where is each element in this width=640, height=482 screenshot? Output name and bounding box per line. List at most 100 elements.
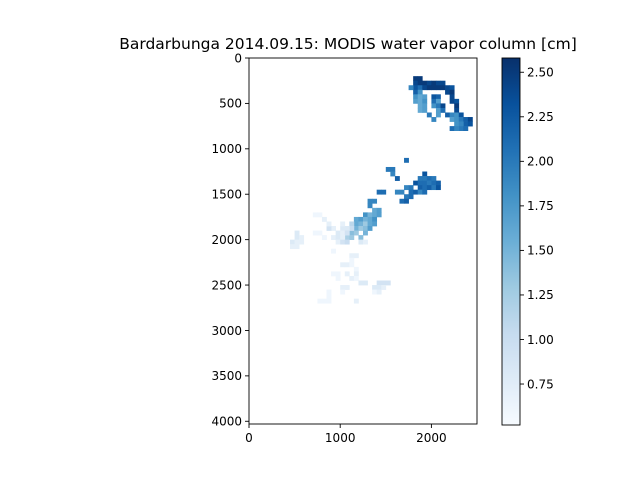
heatmap-cell-191 bbox=[372, 289, 378, 295]
heatmap-cell-151 bbox=[321, 216, 327, 222]
heatmap-cell-35 bbox=[454, 98, 460, 104]
heatmap-cell-195 bbox=[317, 298, 323, 304]
heatmap-cell-97 bbox=[381, 189, 387, 195]
heatmap-cell-89 bbox=[408, 185, 414, 191]
x-tick-label-2: 2000 bbox=[416, 431, 447, 445]
heatmap-cell-13 bbox=[431, 85, 437, 91]
heatmap-cell-134 bbox=[344, 226, 350, 231]
heatmap-cell-141 bbox=[331, 235, 336, 240]
heatmap-cell-17 bbox=[449, 85, 455, 91]
colorbar-tick-label-3: 1.50 bbox=[527, 244, 554, 258]
heatmap-cell-125 bbox=[349, 230, 355, 236]
heatmap-cell-96 bbox=[376, 189, 382, 195]
heatmap-cell-52 bbox=[458, 112, 464, 118]
heatmap-cell-16 bbox=[445, 85, 450, 91]
heatmap-cell-50 bbox=[449, 112, 455, 118]
heatmap-cell-178 bbox=[353, 275, 359, 281]
heatmap-cell-74 bbox=[422, 176, 428, 181]
heatmap-cell-72 bbox=[422, 171, 428, 177]
heatmap-cell-19 bbox=[413, 89, 419, 95]
heatmap-cell-127 bbox=[363, 230, 368, 236]
heatmap-cell-172 bbox=[344, 271, 350, 277]
heatmap-cell-185 bbox=[376, 280, 382, 286]
heatmap-cell-126 bbox=[353, 230, 359, 236]
heatmap-cell-164 bbox=[331, 248, 336, 254]
heatmap-cell-110 bbox=[376, 212, 382, 218]
heatmap-cell-113 bbox=[363, 216, 368, 222]
heatmap-cell-193 bbox=[321, 298, 327, 304]
heatmap-cell-12 bbox=[426, 85, 432, 91]
heatmap-cell-62 bbox=[458, 121, 464, 127]
heatmap-cell-7 bbox=[435, 80, 441, 86]
chart-title: Bardarbunga 2014.09.15: MODIS water vapo… bbox=[119, 35, 577, 53]
heatmap-cell-30 bbox=[435, 94, 441, 100]
heatmap-cell-183 bbox=[340, 289, 346, 295]
heatmap-cell-26 bbox=[413, 98, 419, 104]
y-tick-label-6: 3000 bbox=[211, 324, 242, 338]
heatmap-cell-45 bbox=[440, 107, 446, 113]
colorbar-tick-label-6: 2.25 bbox=[527, 110, 554, 124]
heatmap-cell-66 bbox=[454, 126, 460, 131]
heatmap-cell-86 bbox=[431, 185, 437, 191]
heatmap-cell-8 bbox=[440, 80, 446, 86]
heatmap-cell-142 bbox=[335, 235, 341, 240]
heatmap-cell-173 bbox=[353, 271, 359, 277]
heatmap-cell-139 bbox=[340, 230, 346, 236]
y-tick-label-0: 0 bbox=[234, 51, 242, 65]
heatmap-cell-91 bbox=[413, 189, 419, 195]
heatmap-cell-65 bbox=[449, 126, 455, 131]
heatmap-cell-192 bbox=[376, 289, 382, 295]
heatmap-cell-123 bbox=[363, 226, 368, 231]
heatmap-cell-18 bbox=[408, 85, 414, 91]
colorbar-axis: 0.75 1.00 1.25 1.50 1.75 2.00 2.25 2.50 bbox=[520, 66, 554, 391]
heatmap-cell-167 bbox=[349, 257, 355, 263]
heatmap-cell-82 bbox=[435, 180, 441, 186]
heatmap-cell-143 bbox=[340, 235, 346, 240]
heatmap-cell-130 bbox=[358, 235, 364, 240]
heatmap-cell-36 bbox=[417, 103, 423, 109]
heatmap-cell-75 bbox=[426, 176, 432, 181]
heatmap-cell-146 bbox=[344, 239, 350, 245]
heatmap-cell-9 bbox=[413, 85, 419, 91]
heatmap-cell-170 bbox=[349, 262, 355, 268]
y-tick-label-1: 500 bbox=[219, 97, 242, 111]
heatmap-cell-80 bbox=[426, 180, 432, 186]
heatmap-cell-163 bbox=[294, 244, 300, 250]
heatmap-cell-174 bbox=[331, 271, 336, 277]
heatmap-cell-20 bbox=[417, 89, 423, 95]
heatmap-cell-118 bbox=[363, 221, 368, 227]
heatmap-cell-92 bbox=[417, 189, 423, 195]
heatmap-cell-162 bbox=[290, 244, 295, 250]
heatmap-cell-87 bbox=[435, 185, 441, 191]
heatmap-cell-124 bbox=[367, 226, 373, 231]
heatmap-cell-106 bbox=[376, 207, 382, 213]
heatmap-cell-103 bbox=[372, 198, 378, 204]
heatmap-cell-159 bbox=[290, 239, 295, 245]
heatmap-cell-188 bbox=[372, 285, 378, 290]
heatmap-cell-23 bbox=[413, 94, 419, 100]
heatmap-cell-90 bbox=[408, 189, 414, 195]
heatmap-cell-61 bbox=[454, 121, 460, 127]
y-tick-label-8: 4000 bbox=[211, 415, 242, 429]
heatmap-cell-150 bbox=[317, 212, 323, 218]
heatmap-cell-175 bbox=[335, 271, 341, 277]
heatmap-cell-47 bbox=[435, 112, 441, 118]
heatmap-cell-31 bbox=[449, 94, 455, 100]
heatmap-cell-24 bbox=[417, 94, 423, 100]
heatmap-cell-131 bbox=[349, 221, 355, 227]
heatmap-cell-176 bbox=[335, 275, 341, 281]
colorbar-tick-label-5: 2.00 bbox=[527, 155, 554, 169]
heatmap-cell-53 bbox=[431, 117, 437, 122]
heatmap-cell-28 bbox=[422, 98, 428, 104]
heatmap-cell-39 bbox=[435, 103, 441, 109]
heatmap-cell-99 bbox=[408, 194, 414, 200]
heatmap-cell-0 bbox=[413, 76, 419, 82]
heatmap-cell-155 bbox=[321, 235, 327, 240]
heatmap-cell-154 bbox=[317, 230, 323, 236]
heatmap-cell-105 bbox=[372, 207, 378, 213]
heatmap-cells bbox=[290, 76, 473, 304]
heatmap-cell-137 bbox=[326, 226, 332, 231]
heatmap-cell-149 bbox=[312, 212, 318, 218]
heatmap-cell-187 bbox=[385, 280, 391, 286]
